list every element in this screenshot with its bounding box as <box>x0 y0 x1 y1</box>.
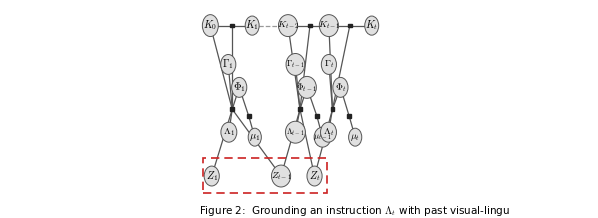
Bar <box>348 24 352 27</box>
Bar <box>298 107 302 111</box>
Bar <box>247 114 251 118</box>
Text: $\mu_{t-1}$: $\mu_{t-1}$ <box>313 132 332 142</box>
Ellipse shape <box>298 77 316 98</box>
Bar <box>230 24 234 27</box>
Ellipse shape <box>286 53 305 75</box>
Text: $\Phi_1$: $\Phi_1$ <box>233 80 246 94</box>
Ellipse shape <box>271 165 291 187</box>
Bar <box>315 114 319 118</box>
Text: $\Gamma_{t-1}$: $\Gamma_{t-1}$ <box>286 59 305 70</box>
Ellipse shape <box>202 15 218 37</box>
Text: $\Lambda_1$: $\Lambda_1$ <box>223 126 235 138</box>
Text: $\Phi_{t-1}$: $\Phi_{t-1}$ <box>297 81 318 94</box>
Bar <box>308 24 312 27</box>
Text: $Z_{t-1}$: $Z_{t-1}$ <box>270 170 292 182</box>
Text: $K_{t-2}$: $K_{t-2}$ <box>277 20 300 31</box>
Ellipse shape <box>333 77 348 97</box>
Text: $\Lambda_t$: $\Lambda_t$ <box>323 126 334 138</box>
Text: $\Gamma_t$: $\Gamma_t$ <box>324 59 334 70</box>
Bar <box>230 107 234 111</box>
Text: $Z_1$: $Z_1$ <box>206 169 218 183</box>
Text: $K_t$: $K_t$ <box>365 19 379 32</box>
Bar <box>347 114 351 118</box>
Ellipse shape <box>365 16 379 35</box>
Ellipse shape <box>321 54 337 74</box>
Ellipse shape <box>221 122 237 142</box>
Ellipse shape <box>221 54 236 74</box>
Ellipse shape <box>285 121 306 143</box>
Text: $K_1$: $K_1$ <box>245 19 259 32</box>
Ellipse shape <box>279 15 298 37</box>
Ellipse shape <box>307 166 322 186</box>
Ellipse shape <box>231 77 247 97</box>
Ellipse shape <box>314 127 331 147</box>
Text: $\Phi_t$: $\Phi_t$ <box>335 81 346 94</box>
Text: $Z_t$: $Z_t$ <box>309 169 321 183</box>
Text: $\mu_1$: $\mu_1$ <box>249 132 261 143</box>
Text: Figure 2:  Grounding an instruction $\Lambda_t$ with past visual-lingu: Figure 2: Grounding an instruction $\Lam… <box>199 204 511 218</box>
Text: $K_0$: $K_0$ <box>203 19 218 32</box>
Ellipse shape <box>319 15 338 37</box>
Text: $\Lambda_{t-1}$: $\Lambda_{t-1}$ <box>286 126 305 138</box>
Text: $\Gamma_1$: $\Gamma_1$ <box>222 58 234 71</box>
Ellipse shape <box>321 122 337 142</box>
Ellipse shape <box>204 166 219 186</box>
Bar <box>331 107 334 111</box>
Ellipse shape <box>248 128 261 146</box>
Ellipse shape <box>245 16 259 35</box>
Text: $K_{t-1}$: $K_{t-1}$ <box>318 20 340 31</box>
Ellipse shape <box>349 128 362 146</box>
Text: $\mu_t$: $\mu_t$ <box>350 132 360 143</box>
